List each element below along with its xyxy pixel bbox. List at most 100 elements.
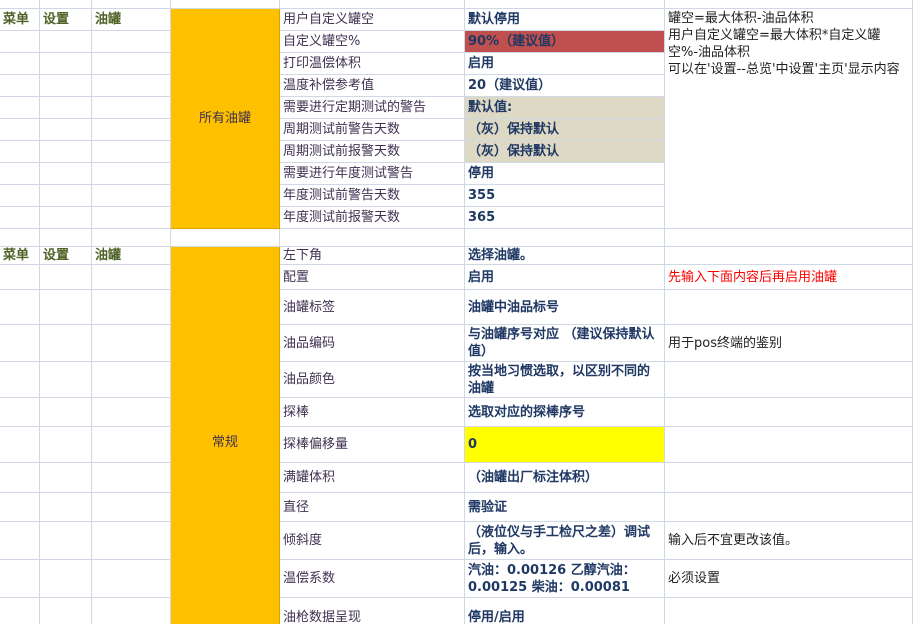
cell: [665, 427, 913, 463]
row-label: 配置: [280, 265, 465, 290]
note-line: 罐空=最大体积-油品体积: [668, 11, 814, 26]
cell: [40, 265, 92, 290]
cell: [92, 53, 171, 75]
row-label: 探棒偏移量: [280, 427, 465, 463]
row-note: 用于pos终端的鉴别: [665, 325, 913, 362]
row-value: （灰）保持默认: [465, 141, 665, 163]
cell: [92, 31, 171, 53]
row-label: 倾斜度: [280, 522, 465, 560]
row-label: 周期测试前报警天数: [280, 141, 465, 163]
row-value: 启用: [465, 53, 665, 75]
cell: [40, 522, 92, 560]
cell: [92, 185, 171, 207]
cell: [0, 97, 40, 119]
menu-cell: 菜单: [0, 9, 40, 31]
cell: [665, 598, 913, 624]
cell: [0, 141, 40, 163]
cell: [40, 141, 92, 163]
cell: [0, 398, 40, 427]
cell: [0, 463, 40, 493]
cell: [40, 427, 92, 463]
note-line: 用户自定义罐空=最大体积*自定义罐空%-油品体积: [668, 28, 881, 60]
cell: [40, 398, 92, 427]
cell: [40, 290, 92, 325]
cell: [0, 522, 40, 560]
cell: [40, 97, 92, 119]
row-note: 先输入下面内容后再启用油罐: [665, 265, 913, 290]
row-note: 必须设置: [665, 560, 913, 598]
cell: [0, 325, 40, 362]
row-label: 直径: [280, 493, 465, 522]
row-label: 需要进行定期测试的警告: [280, 97, 465, 119]
cell: [0, 119, 40, 141]
menu-cell: 菜单: [0, 247, 40, 265]
row-value: 与油罐序号对应 （建议保持默认值）: [465, 325, 665, 362]
row-label: 自定义罐空%: [280, 31, 465, 53]
cell: [92, 207, 171, 229]
row-value: 90%（建议值）: [465, 31, 665, 53]
cell: [0, 185, 40, 207]
row-label: 用户自定义罐空: [280, 9, 465, 31]
row-label: 探棒: [280, 398, 465, 427]
cell: [92, 325, 171, 362]
cell: [40, 229, 92, 247]
cell: [665, 290, 913, 325]
cell: [665, 247, 913, 265]
cell: [0, 0, 40, 9]
cell: [665, 0, 913, 9]
row-value: 365: [465, 207, 665, 229]
cell: [665, 398, 913, 427]
row-value: （灰）保持默认: [465, 119, 665, 141]
cell: [0, 493, 40, 522]
cell: [465, 229, 665, 247]
row-label: 年度测试前警告天数: [280, 185, 465, 207]
cell: [665, 463, 913, 493]
cell: [665, 362, 913, 398]
cell: [0, 265, 40, 290]
cell: [465, 0, 665, 9]
cell: [171, 229, 280, 247]
cell: [0, 207, 40, 229]
cell: [0, 427, 40, 463]
row-value: 启用: [465, 265, 665, 290]
cell: [40, 0, 92, 9]
row-value: 停用: [465, 163, 665, 185]
cell: [0, 31, 40, 53]
row-label: 打印温偿体积: [280, 53, 465, 75]
row-value: 汽油：0.00126 乙醇汽油：0.00125 柴油：0.00081: [465, 560, 665, 598]
cell: [0, 53, 40, 75]
cell: [40, 493, 92, 522]
cell: [92, 362, 171, 398]
row-value: 油罐中油品标号: [465, 290, 665, 325]
cell: [92, 522, 171, 560]
cell: [40, 560, 92, 598]
cell: [40, 207, 92, 229]
cell: [0, 560, 40, 598]
cell: [92, 229, 171, 247]
row-value: 选取对应的探棒序号: [465, 398, 665, 427]
row-label: 温偿系数: [280, 560, 465, 598]
cell: [40, 53, 92, 75]
cell: [40, 75, 92, 97]
row-value: 20（建议值）: [465, 75, 665, 97]
cell: [0, 598, 40, 624]
row-label: 左下角: [280, 247, 465, 265]
cell: [665, 493, 913, 522]
cell: [280, 0, 465, 9]
cell: [92, 265, 171, 290]
cell: [40, 362, 92, 398]
cell: [92, 97, 171, 119]
cell: [92, 493, 171, 522]
menu-cell: 油罐: [92, 9, 171, 31]
cell: [40, 119, 92, 141]
cell: [92, 290, 171, 325]
menu-cell: 设置: [40, 9, 92, 31]
row-label: 油罐标签: [280, 290, 465, 325]
row-label: 油品颜色: [280, 362, 465, 398]
row-label: 油枪数据呈现: [280, 598, 465, 624]
row-label: 温度补偿参考值: [280, 75, 465, 97]
cell: [40, 185, 92, 207]
row-note: 输入后不宜更改该值。: [665, 522, 913, 560]
cell: [92, 427, 171, 463]
